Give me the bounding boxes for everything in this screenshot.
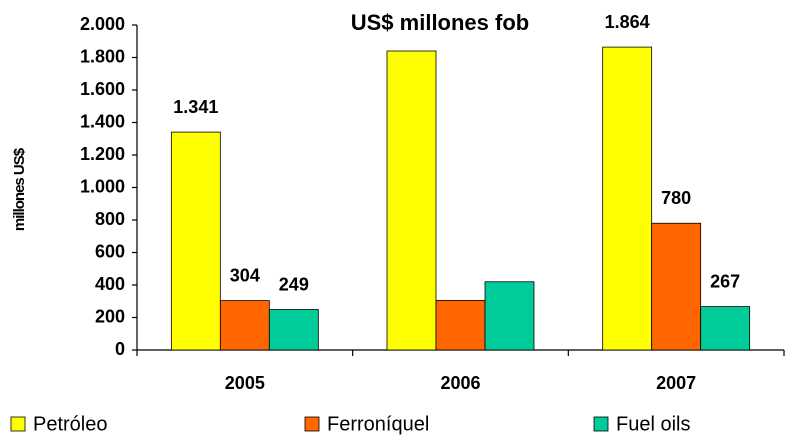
x-tick-label: 2007 [656,373,696,393]
y-tick-label: 1.200 [80,144,125,164]
bar [219,300,270,351]
y-tick-label: 800 [95,209,125,229]
legend-swatch [304,416,320,432]
bar [602,46,653,351]
data-label: 267 [710,271,740,291]
y-tick-label: 600 [95,241,125,261]
chart-title: US$ millones fob [351,10,529,35]
bar [651,222,702,351]
legend-swatch [10,416,26,432]
data-label: 780 [661,188,691,208]
y-tick-label: 1.600 [80,79,125,99]
x-tick-label: 2005 [225,373,265,393]
y-tick-label: 2.000 [80,14,125,34]
data-label: 249 [279,274,309,294]
bar [170,131,221,351]
bar [700,306,751,351]
y-axis-label: millones US$ [11,147,28,231]
bar [484,281,535,351]
y-tick-label: 0 [115,339,125,359]
bar [268,309,319,351]
data-label: 1.341 [173,97,218,117]
y-tick-label: 1.800 [80,46,125,66]
legend-label: Ferroníquel [327,413,429,435]
legend-label: Petróleo [33,413,108,435]
data-label: 304 [230,265,260,285]
legend-swatch [593,416,609,432]
bar [386,50,437,351]
x-tick-label: 2006 [440,373,480,393]
bar [435,300,486,351]
y-tick-label: 1.000 [80,176,125,196]
y-tick-label: 200 [95,306,125,326]
y-tick-label: 400 [95,274,125,294]
y-tick-label: 1.400 [80,111,125,131]
data-label: 1.864 [605,12,650,32]
legend-label: Fuel oils [616,413,690,435]
